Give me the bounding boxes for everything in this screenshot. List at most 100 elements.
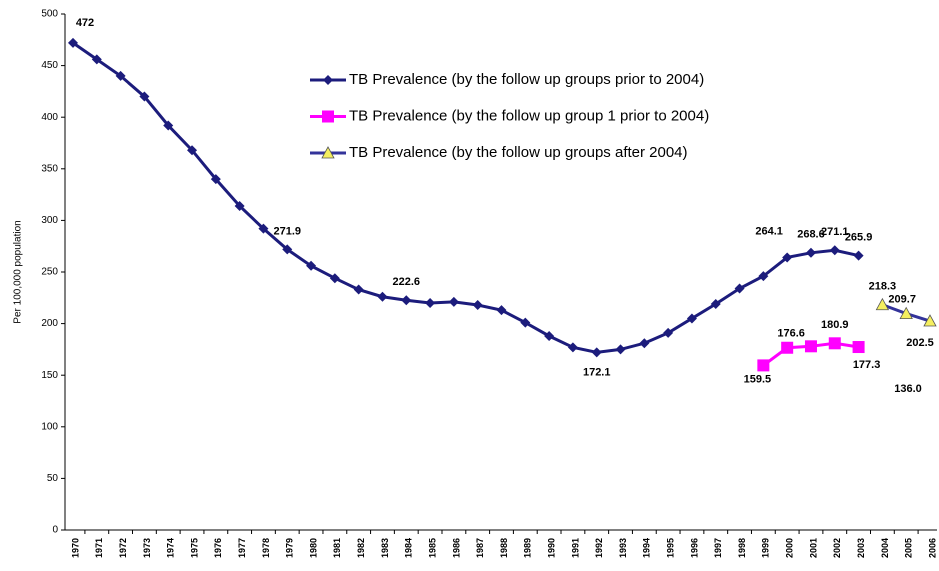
x-tick-label: 1993 bbox=[618, 538, 628, 558]
marker bbox=[496, 305, 507, 316]
x-tick-label: 2003 bbox=[856, 538, 866, 558]
marker bbox=[520, 317, 531, 328]
x-tick-label: 1992 bbox=[594, 538, 604, 558]
x-tick-label: 1998 bbox=[737, 538, 747, 558]
y-tick-label: 100 bbox=[41, 421, 58, 432]
x-tick-label: 1997 bbox=[713, 538, 723, 558]
y-tick-label: 200 bbox=[41, 318, 58, 329]
legend-marker bbox=[321, 146, 335, 159]
y-tick-label: 500 bbox=[41, 9, 58, 20]
x-tick-label: 1975 bbox=[189, 538, 199, 558]
data-label: 271.9 bbox=[273, 225, 301, 237]
y-tick-label: 150 bbox=[41, 370, 58, 381]
y-axis-label: Per 100,000 population bbox=[13, 220, 24, 323]
legend-marker bbox=[322, 110, 334, 123]
x-tick-label: 1991 bbox=[570, 538, 580, 558]
marker bbox=[377, 291, 388, 302]
data-label: 265.9 bbox=[845, 231, 873, 243]
marker bbox=[544, 330, 555, 341]
y-tick-label: 250 bbox=[41, 267, 58, 278]
marker bbox=[875, 297, 890, 311]
marker bbox=[734, 283, 745, 294]
x-tick-label: 1995 bbox=[666, 538, 676, 558]
x-tick-label: 1989 bbox=[523, 538, 533, 558]
x-tick-label: 1987 bbox=[475, 538, 485, 558]
marker bbox=[163, 120, 174, 131]
x-tick-label: 1983 bbox=[380, 538, 390, 558]
y-tick-label: 450 bbox=[41, 60, 58, 71]
data-label: 180.9 bbox=[821, 319, 849, 331]
x-tick-label: 1972 bbox=[118, 538, 128, 558]
marker bbox=[139, 91, 150, 102]
x-tick-label: 2006 bbox=[927, 538, 937, 558]
x-tick-label: 1976 bbox=[213, 538, 223, 558]
x-tick-label: 1986 bbox=[451, 538, 461, 558]
x-tick-label: 1973 bbox=[142, 538, 152, 558]
x-tick-label: 1988 bbox=[499, 538, 509, 558]
data-label: 222.6 bbox=[393, 276, 421, 288]
marker bbox=[899, 306, 913, 319]
marker bbox=[686, 313, 697, 324]
data-label: 264.1 bbox=[755, 225, 783, 237]
data-label: 271.1 bbox=[821, 226, 849, 238]
legend-label: TB Prevalence (by the follow up groups p… bbox=[349, 71, 704, 88]
marker bbox=[91, 54, 102, 65]
marker bbox=[401, 295, 412, 306]
data-label: 159.5 bbox=[744, 373, 772, 385]
marker bbox=[567, 342, 578, 353]
data-label: 176.6 bbox=[777, 328, 805, 340]
x-tick-label: 1982 bbox=[356, 538, 366, 558]
data-label: 218.3 bbox=[869, 281, 897, 293]
data-label: 209.7 bbox=[888, 293, 916, 305]
marker bbox=[306, 260, 317, 271]
x-tick-label: 1996 bbox=[689, 538, 699, 558]
marker bbox=[853, 250, 864, 261]
y-tick-label: 300 bbox=[41, 215, 58, 226]
series-line bbox=[72, 41, 859, 354]
x-tick-label: 1971 bbox=[94, 538, 104, 558]
marker bbox=[758, 271, 769, 282]
marker bbox=[828, 337, 841, 350]
marker bbox=[258, 223, 269, 234]
x-tick-label: 2001 bbox=[808, 538, 818, 558]
x-tick-label: 1985 bbox=[427, 538, 437, 558]
marker bbox=[781, 341, 794, 354]
data-label: 177.3 bbox=[853, 359, 881, 371]
marker bbox=[448, 296, 459, 307]
x-tick-label: 1994 bbox=[642, 538, 652, 558]
marker bbox=[187, 145, 198, 156]
marker bbox=[472, 300, 483, 311]
marker bbox=[805, 247, 816, 258]
marker bbox=[68, 37, 78, 48]
marker bbox=[353, 284, 364, 295]
y-tick-label: 400 bbox=[41, 112, 58, 123]
y-tick-label: 0 bbox=[52, 525, 58, 536]
marker bbox=[210, 174, 221, 185]
marker bbox=[639, 338, 650, 349]
data-label: 172.1 bbox=[583, 366, 611, 378]
x-tick-label: 1979 bbox=[285, 538, 295, 558]
x-tick-label: 2002 bbox=[832, 538, 842, 558]
marker bbox=[115, 70, 126, 81]
x-tick-label: 1980 bbox=[308, 538, 318, 558]
x-tick-label: 1981 bbox=[332, 538, 342, 558]
marker bbox=[591, 347, 602, 358]
marker bbox=[234, 200, 245, 211]
x-tick-label: 2005 bbox=[904, 538, 914, 558]
x-tick-label: 1990 bbox=[546, 538, 556, 558]
marker bbox=[329, 273, 340, 284]
legend-marker bbox=[323, 75, 333, 85]
marker bbox=[757, 359, 770, 372]
x-tick-label: 1977 bbox=[237, 538, 247, 558]
marker bbox=[804, 340, 817, 353]
marker bbox=[615, 344, 626, 355]
x-tick-label: 1999 bbox=[761, 538, 771, 558]
data-label: 202.5 bbox=[906, 337, 934, 349]
marker bbox=[923, 314, 937, 327]
annotation: 136.0 bbox=[894, 383, 922, 395]
data-label: 268.6 bbox=[797, 229, 825, 241]
y-tick-label: 350 bbox=[41, 163, 58, 174]
x-tick-label: 2000 bbox=[785, 538, 795, 558]
x-tick-label: 1970 bbox=[70, 538, 80, 558]
